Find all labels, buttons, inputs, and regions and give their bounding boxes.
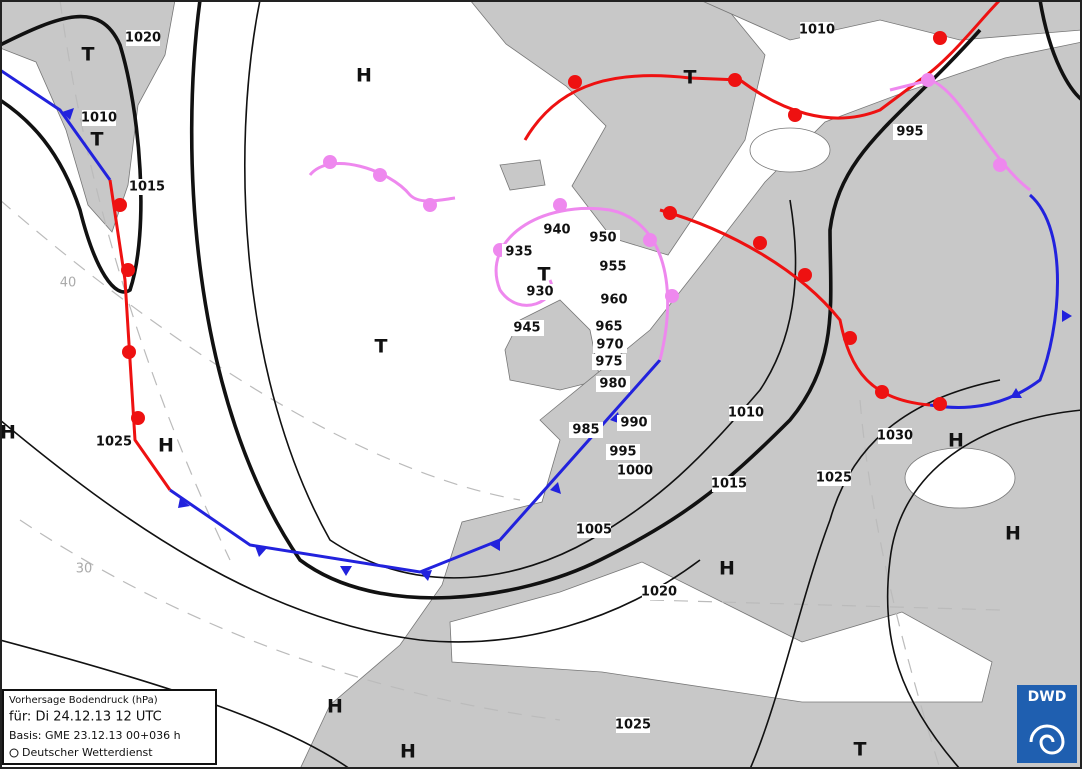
isobar-label-bg xyxy=(592,354,626,370)
isobar-label: 955 xyxy=(599,260,626,275)
isobar-label: 1010 xyxy=(81,111,117,126)
isobar-label-bg xyxy=(616,717,650,733)
isobar-label-bg xyxy=(712,476,746,492)
isobar-label-bg xyxy=(893,124,927,140)
isobar-label-bg xyxy=(618,463,652,479)
isobar-label: 965 xyxy=(595,320,622,335)
isobar-label: 940 xyxy=(543,223,570,238)
pressure-center: T xyxy=(538,264,551,286)
logo-swirl xyxy=(1029,724,1065,755)
isobar-label: 1010 xyxy=(728,406,764,421)
pressure-center: H xyxy=(356,65,372,87)
isobar-label-bg xyxy=(642,584,676,600)
copyright-icon xyxy=(9,748,19,758)
isobar-label: 950 xyxy=(589,231,616,246)
isobar-label: 945 xyxy=(513,321,540,336)
isobar-label: 1030 xyxy=(877,429,913,444)
isobar-label: 1015 xyxy=(711,477,747,492)
inland-sea xyxy=(449,127,1016,703)
labels: 1020 1010 1010 1015 995 940 950 935 955 930 960 965… xyxy=(0,22,1021,763)
info-title: Vorhersage Bodendruck (hPa) xyxy=(9,695,158,706)
pressure-center: H xyxy=(327,696,343,718)
isobar-label: 970 xyxy=(596,338,623,353)
isobar-label: 1025 xyxy=(615,718,651,733)
isobar-label: 1025 xyxy=(96,435,132,450)
isobar-label-bg xyxy=(126,30,160,46)
pressure-center: H xyxy=(158,435,174,457)
isobar-label: 960 xyxy=(600,293,627,308)
isobar-label-bg xyxy=(596,376,630,392)
isobar-label-bg xyxy=(82,110,116,126)
pressure-center: H xyxy=(948,430,964,452)
pressure-center: H xyxy=(1005,523,1021,545)
info-box: Vorhersage Bodendruck (hPa) für: Di 24.1… xyxy=(2,689,217,765)
isobar-label: 1015 xyxy=(129,180,165,195)
isobar-label-bg xyxy=(800,22,834,38)
isobar-label: 935 xyxy=(505,245,532,260)
pressure-center: T xyxy=(91,129,104,151)
isobar-label: 1010 xyxy=(799,23,835,38)
isobar-label-bg xyxy=(817,470,851,486)
logo-box xyxy=(1017,685,1077,763)
isobar-label: 1025 xyxy=(816,471,852,486)
isobar-label-bg xyxy=(540,222,574,238)
isobar-label-bg xyxy=(510,320,544,336)
isobar-label-bg xyxy=(97,434,131,450)
pressure-center: H xyxy=(719,558,735,580)
info-basis: Basis: GME 23.12.13 00+036 h xyxy=(9,729,181,742)
latitude-label: 30 xyxy=(76,562,93,577)
isobar-label: 1020 xyxy=(641,585,677,600)
isobar-label-bg xyxy=(597,292,631,308)
isobar-label-bg xyxy=(592,319,626,335)
pressure-center: T xyxy=(854,739,867,761)
logo-text: DWD xyxy=(1028,689,1067,705)
pressure-center: H xyxy=(0,422,16,444)
graticule xyxy=(0,0,1001,769)
pressure-center: T xyxy=(375,336,388,358)
isobar-label: 990 xyxy=(620,416,647,431)
isobar-label: 975 xyxy=(595,355,622,370)
pressure-center: T xyxy=(684,67,697,89)
isobar-label-bg xyxy=(577,522,611,538)
logo: DWD xyxy=(1017,685,1077,763)
isobar-label: 985 xyxy=(572,423,599,438)
isobar-label-bg xyxy=(593,337,627,353)
pressure-center: T xyxy=(82,44,95,66)
info-valid: für: Di 24.12.13 12 UTC xyxy=(9,710,162,725)
isobar-label-bg xyxy=(606,444,640,460)
latitude-label: 40 xyxy=(60,276,77,291)
isobar-label-bg xyxy=(569,422,603,438)
isobar-label: 1020 xyxy=(125,31,161,46)
isobar-label: 930 xyxy=(526,285,553,300)
isobar-label-bg xyxy=(596,259,630,275)
isobar-label: 995 xyxy=(609,445,636,460)
isobar-label: 1000 xyxy=(617,464,653,479)
isobar-label-bg xyxy=(130,179,164,195)
isobar-label-bg xyxy=(729,405,763,421)
isobar-label-bg xyxy=(523,284,557,300)
isobar-label: 995 xyxy=(896,125,923,140)
info-credit: Deutscher Wetterdienst xyxy=(22,746,153,759)
isobar-label: 980 xyxy=(599,377,626,392)
info-frame xyxy=(2,689,217,765)
isobar-label-bg xyxy=(617,415,651,431)
pressure-center: H xyxy=(400,741,416,763)
isobar-label-bg xyxy=(586,230,620,246)
isobar-label-bg xyxy=(502,244,536,260)
isobar-label: 1005 xyxy=(576,523,612,538)
isobar-label-bg xyxy=(878,428,912,444)
